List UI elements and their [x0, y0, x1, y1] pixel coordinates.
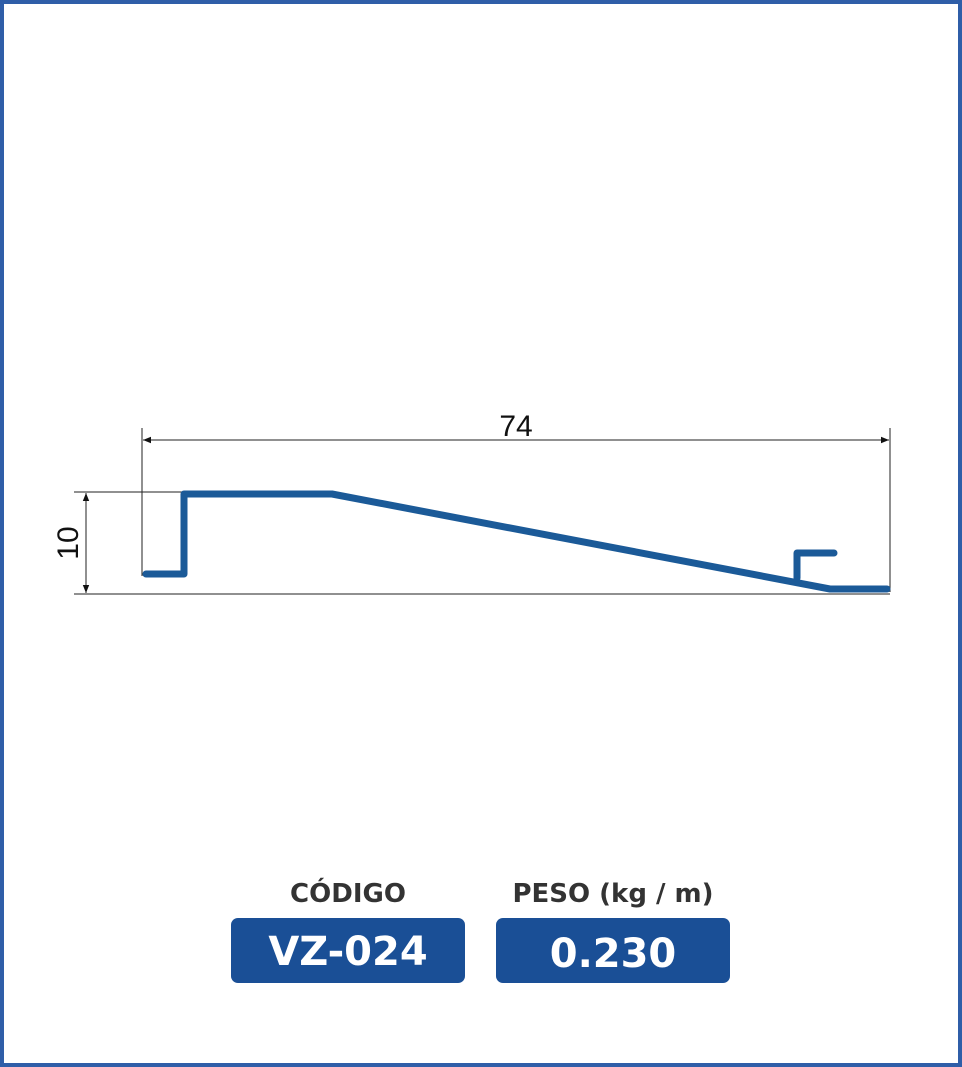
code-box	[231, 918, 465, 983]
code-label: CÓDIGO	[290, 877, 406, 909]
weight-box	[496, 918, 730, 983]
code-value: VZ-024	[268, 929, 427, 975]
weight-value: 0.230	[550, 931, 677, 977]
dimension-lines	[74, 428, 891, 595]
weight-label: PESO (kg / m)	[512, 879, 713, 909]
height-dimension: 10	[52, 526, 85, 559]
width-dimension: 74	[499, 410, 532, 443]
profile	[142, 490, 891, 593]
